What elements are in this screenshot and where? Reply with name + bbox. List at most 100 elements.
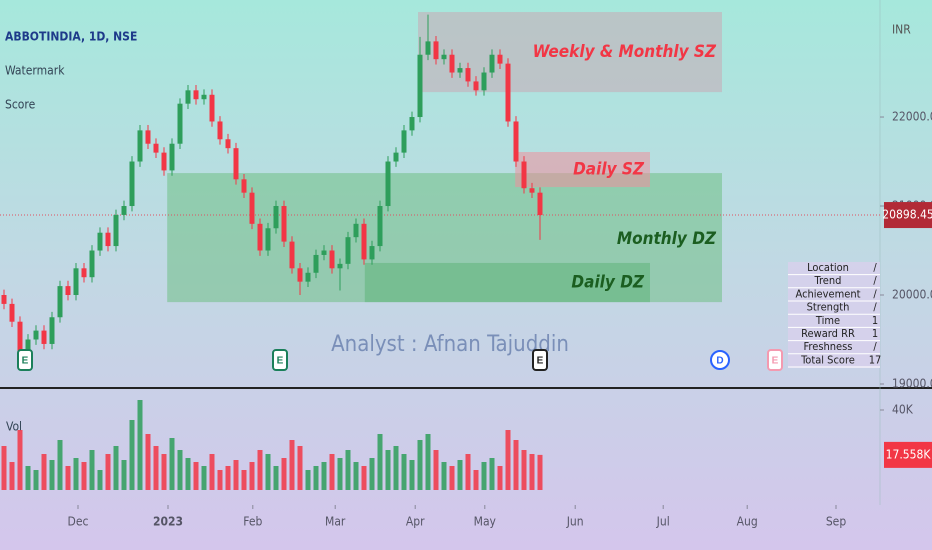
volume-bar — [241, 470, 247, 490]
current-price-label: 20898.45 — [882, 208, 932, 222]
zone-label: Daily DZ — [571, 273, 644, 293]
candle-body — [17, 321, 23, 358]
score-value: / — [873, 301, 877, 314]
volume-bar — [161, 454, 167, 490]
candle-body — [377, 206, 383, 247]
volume-bar — [73, 458, 79, 490]
candle-body — [481, 72, 487, 91]
volume-bar — [505, 430, 511, 490]
event-label: E — [22, 356, 29, 367]
candle-body — [81, 268, 87, 278]
candle-body — [529, 188, 535, 193]
candle-body — [161, 152, 167, 171]
score-value: 1 — [872, 327, 878, 340]
score-name: Reward RR — [801, 327, 855, 340]
volume-bar — [233, 460, 239, 490]
candle-body — [137, 130, 143, 162]
volume-bar — [513, 440, 519, 490]
zone-label: Weekly & Monthly SZ — [533, 42, 717, 62]
candle-body — [449, 54, 455, 73]
volume-bar — [249, 462, 255, 490]
candle-body — [273, 206, 279, 229]
volume-bar — [121, 460, 127, 490]
y-tick-label: 20000.00 — [892, 288, 932, 302]
volume-bar — [265, 454, 271, 490]
volume-bar — [169, 438, 175, 490]
volume-bar — [273, 466, 279, 490]
volume-bar — [305, 470, 311, 490]
volume-bar — [449, 466, 455, 490]
volume-bar — [361, 466, 367, 490]
volume-bar — [473, 470, 479, 490]
score-name: Achievement — [796, 287, 861, 300]
candle-body — [225, 139, 231, 149]
candle-body — [241, 179, 247, 193]
zone-label: Daily SZ — [573, 160, 645, 180]
candle-body — [217, 121, 223, 140]
volume-bar — [89, 450, 95, 490]
volume-bar — [377, 434, 383, 490]
candle-body — [345, 237, 351, 264]
event-label: E — [277, 356, 284, 367]
volume-bar — [537, 454, 543, 490]
volume-bar — [313, 466, 319, 490]
candle-body — [313, 254, 319, 273]
volume-bar — [25, 466, 31, 490]
score-value: / — [873, 261, 877, 274]
event-label: E — [772, 356, 779, 367]
score-name: Trend — [814, 274, 842, 287]
candle-body — [321, 250, 327, 255]
candle-body — [121, 206, 127, 215]
volume-bar — [97, 470, 103, 490]
volume-bar — [481, 462, 487, 490]
volume-bar — [353, 462, 359, 490]
volume-bar — [369, 458, 375, 490]
volume-bar — [345, 450, 351, 490]
candle-body — [9, 303, 15, 322]
volume-bar — [409, 460, 415, 490]
candle-body — [393, 152, 399, 162]
candle-body — [497, 54, 503, 64]
candle-body — [129, 161, 135, 207]
candle-body — [289, 241, 295, 269]
score-value: / — [873, 274, 877, 287]
event-label: E — [537, 356, 544, 367]
volume-bar — [337, 458, 343, 490]
score-name: Freshness — [804, 340, 853, 353]
candle-body — [97, 232, 103, 251]
x-tick-label: Sep — [826, 515, 847, 529]
x-tick-label: Jul — [656, 515, 670, 529]
zone — [364, 262, 650, 303]
zone-label: Monthly DZ — [617, 229, 717, 249]
watermark: Analyst : Afnan Tajuddin — [331, 332, 569, 357]
volume-bar — [137, 400, 143, 490]
x-tick-label: Dec — [68, 515, 89, 529]
y-tick-label: 22000.00 — [892, 110, 932, 124]
x-tick-label: Jun — [566, 515, 584, 529]
event-marker — [272, 349, 288, 371]
candle-body — [521, 161, 527, 189]
volume-tick-label: 40K — [892, 403, 914, 417]
event-marker — [532, 349, 548, 371]
volume-bar — [457, 460, 463, 490]
candle-body — [153, 143, 159, 153]
volume-bar — [201, 466, 207, 490]
event-label: D — [716, 356, 723, 367]
candle-body — [257, 223, 263, 251]
volume-bar — [209, 454, 215, 490]
candle-body — [41, 330, 47, 344]
candle-body — [505, 63, 511, 122]
volume-bar — [41, 454, 47, 490]
x-tick-label: 2023 — [153, 515, 183, 529]
candle-body — [49, 317, 55, 344]
candle-body — [281, 206, 287, 242]
current-volume-box — [884, 441, 932, 468]
candle-body — [169, 143, 175, 171]
legend-item: Score — [5, 98, 36, 112]
volume-bar — [297, 446, 303, 490]
event-marker — [17, 349, 33, 371]
candle-body — [265, 228, 271, 251]
x-tick-label: Mar — [325, 515, 346, 529]
volume-bar — [529, 454, 535, 490]
volume-bar — [433, 450, 439, 490]
